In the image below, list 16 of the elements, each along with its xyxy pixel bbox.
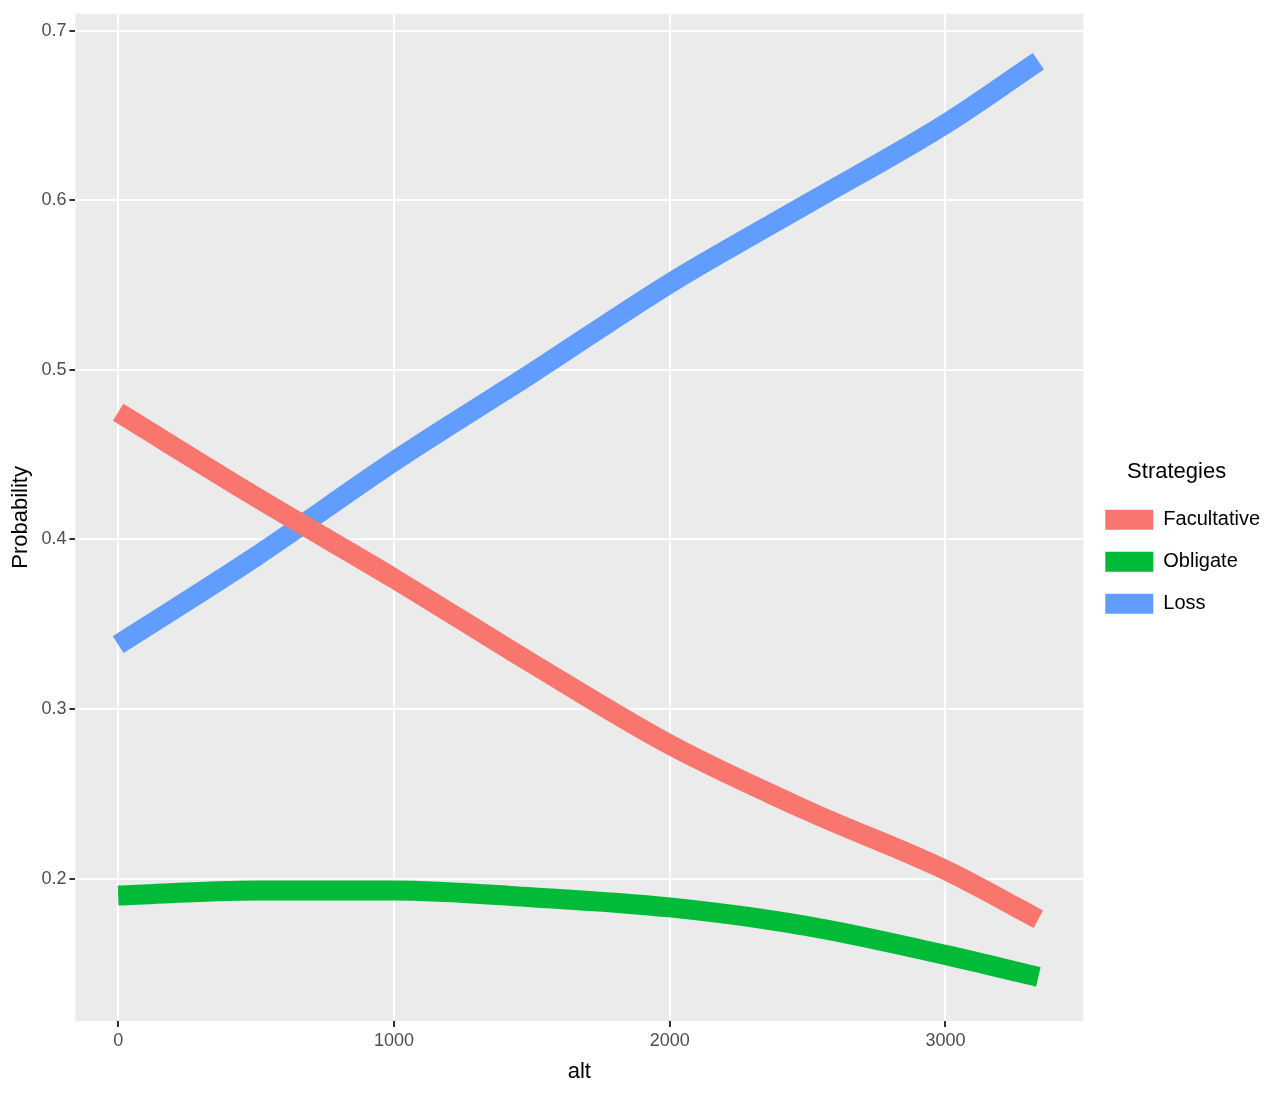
- y-tick-label: 0.5: [41, 358, 67, 379]
- x-axis-title: alt: [567, 1057, 591, 1083]
- y-tick-label: 0.4: [41, 528, 67, 549]
- x-tick-label: 3000: [925, 1029, 966, 1050]
- legend-label: Loss: [1163, 591, 1206, 614]
- x-tick-label: 1000: [373, 1029, 414, 1050]
- legend-label: Obligate: [1163, 549, 1238, 572]
- y-tick-label: 0.2: [41, 867, 67, 888]
- legend-label: Facultative: [1163, 507, 1261, 530]
- y-tick-label: 0.6: [41, 189, 67, 210]
- x-tick-label: 0: [113, 1029, 124, 1050]
- y-tick-label: 0.7: [41, 19, 67, 40]
- y-axis-title: Probability: [7, 466, 33, 569]
- legend-title: Strategies: [1127, 458, 1227, 484]
- y-tick-label: 0.3: [41, 697, 67, 718]
- x-tick-label: 2000: [649, 1029, 690, 1050]
